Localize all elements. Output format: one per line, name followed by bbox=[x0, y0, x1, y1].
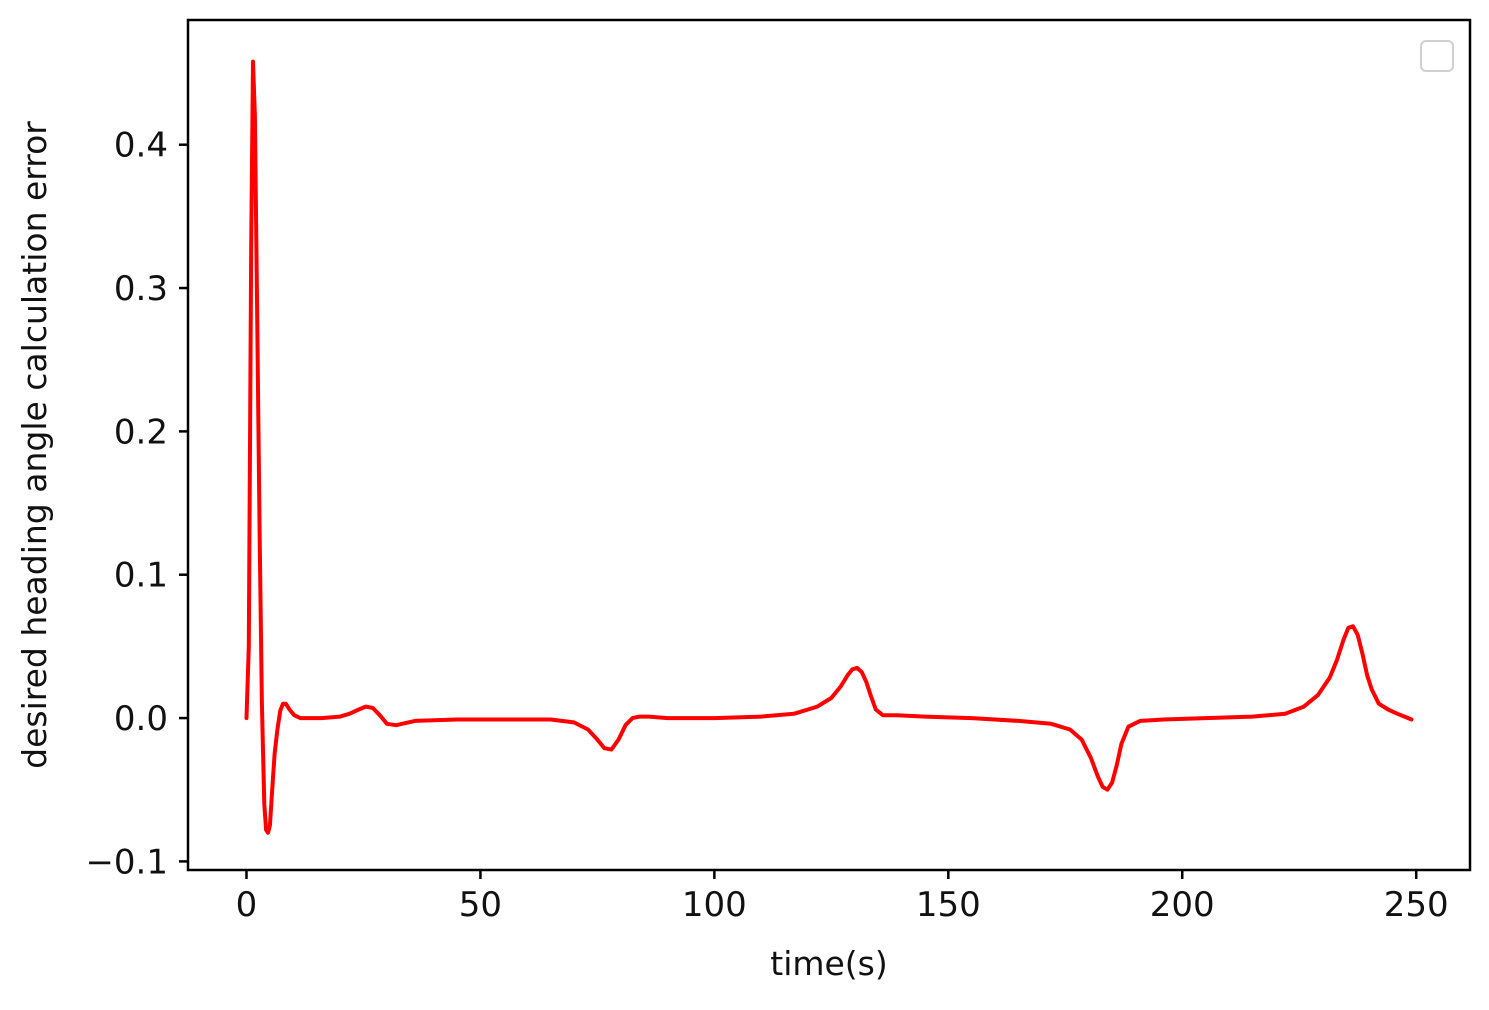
empty-legend-box bbox=[1420, 40, 1454, 72]
y-tick-label: 0.2 bbox=[114, 412, 168, 452]
x-tick-label: 100 bbox=[682, 885, 747, 925]
y-axis-ticks: −0.1 0.0 0.1 0.2 0.3 0.4 bbox=[85, 126, 188, 882]
x-tick-label: 0 bbox=[236, 885, 258, 925]
x-tick-label: 200 bbox=[1150, 885, 1215, 925]
y-tick-label: 0.3 bbox=[114, 269, 168, 309]
y-tick-label: 0.0 bbox=[114, 699, 168, 739]
x-axis-label: time(s) bbox=[770, 944, 888, 983]
x-tick-label: 150 bbox=[916, 885, 981, 925]
x-tick-label: 250 bbox=[1384, 885, 1449, 925]
plot-area-frame bbox=[186, 18, 1472, 872]
x-axis-ticks: 0 50 100 150 200 250 bbox=[236, 870, 1449, 925]
series-layer bbox=[244, 59, 1414, 835]
x-tick-label: 50 bbox=[459, 885, 502, 925]
y-tick-label: 0.4 bbox=[114, 126, 168, 166]
y-tick-label: −0.1 bbox=[85, 842, 168, 882]
y-tick-label: 0.1 bbox=[114, 556, 168, 596]
y-axis-label: desired heading angle calculation error bbox=[15, 121, 54, 769]
series-line bbox=[244, 59, 1414, 835]
